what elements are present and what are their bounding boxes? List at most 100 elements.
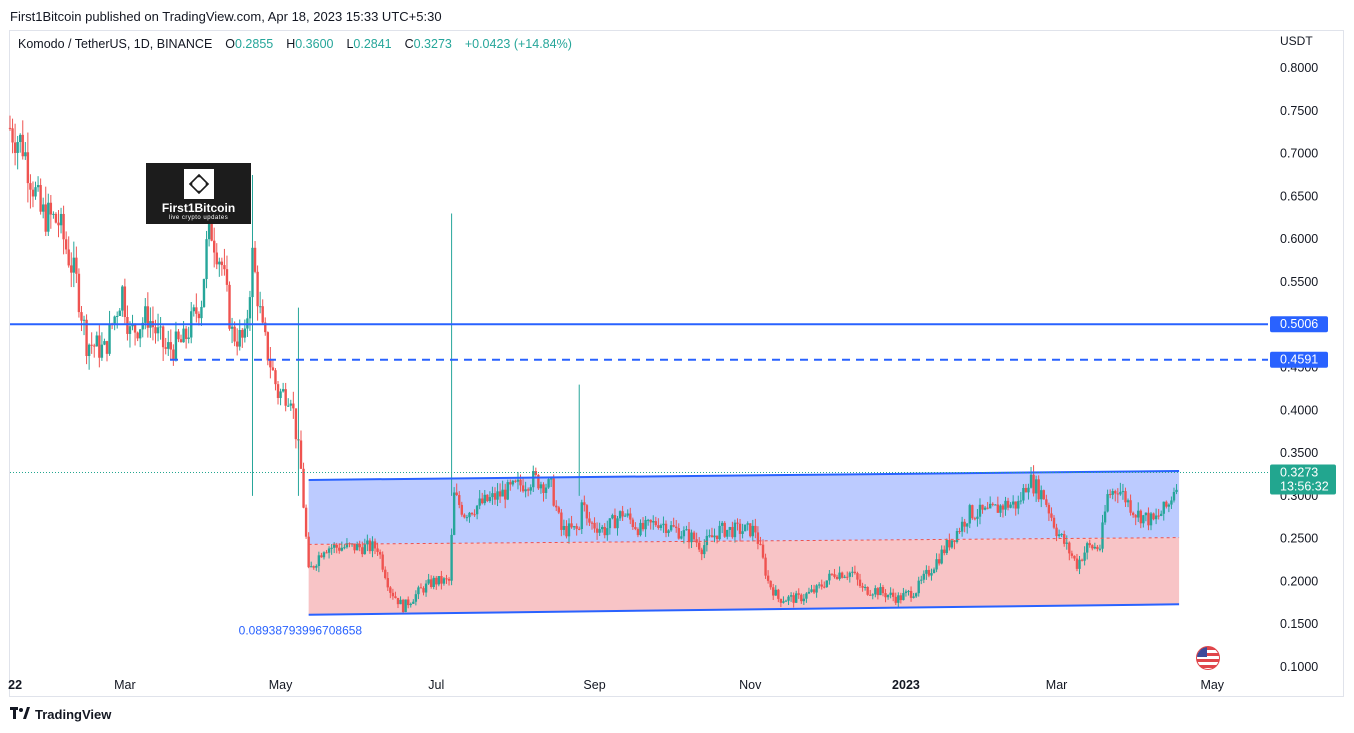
candle-body bbox=[493, 493, 497, 500]
candle-body bbox=[1068, 542, 1071, 554]
candle-body bbox=[317, 555, 321, 567]
candle-body bbox=[182, 328, 185, 343]
candle-body bbox=[846, 576, 849, 578]
candle-body bbox=[1119, 491, 1122, 495]
candle-body bbox=[16, 142, 19, 153]
candle-body bbox=[524, 489, 527, 492]
candle-body bbox=[1121, 491, 1125, 493]
candle-body bbox=[261, 306, 264, 323]
candle-body bbox=[253, 247, 257, 272]
candle-body bbox=[621, 511, 624, 517]
candle-body bbox=[386, 578, 389, 588]
y-tick-label: 0.1000 bbox=[1280, 660, 1318, 674]
candle-body bbox=[751, 525, 754, 537]
candle-body bbox=[340, 547, 344, 551]
candle-body bbox=[1047, 504, 1051, 514]
symbol-title[interactable]: Komodo / TetherUS, 1D, BINANCE bbox=[18, 37, 213, 51]
candle-body bbox=[894, 596, 897, 603]
candle-body bbox=[488, 497, 492, 502]
candle-body bbox=[902, 593, 905, 601]
candle-body bbox=[634, 527, 637, 530]
candle-body bbox=[1098, 548, 1102, 550]
chart-frame bbox=[9, 30, 1344, 697]
candle-body bbox=[937, 559, 941, 564]
candle-body bbox=[792, 595, 795, 603]
candle-body bbox=[672, 525, 675, 527]
candle-body bbox=[1006, 500, 1010, 508]
candle-body bbox=[241, 329, 244, 338]
candle-body bbox=[49, 202, 53, 215]
candle-body bbox=[238, 329, 241, 347]
candle-body bbox=[539, 484, 543, 489]
candle-body bbox=[1167, 504, 1171, 507]
level-price-tag-label: 0.4591 bbox=[1280, 353, 1318, 367]
candle-body bbox=[13, 142, 17, 153]
candle-body bbox=[981, 504, 984, 510]
candle-body bbox=[414, 594, 418, 602]
candle-body bbox=[835, 576, 839, 579]
candle-body bbox=[838, 572, 841, 579]
candle-body bbox=[271, 367, 275, 371]
candle-body bbox=[108, 323, 111, 354]
candle-body bbox=[422, 588, 425, 593]
open-label: O bbox=[225, 37, 235, 51]
candle-body bbox=[498, 491, 502, 497]
candle-body bbox=[159, 326, 162, 328]
candle-body bbox=[287, 405, 290, 407]
candle-body bbox=[1034, 479, 1038, 494]
candle-body bbox=[713, 535, 716, 538]
candle-body bbox=[371, 541, 374, 552]
candle-body bbox=[1093, 546, 1097, 549]
candle-body bbox=[858, 579, 862, 587]
candle-body bbox=[1131, 512, 1135, 516]
candle-body bbox=[549, 478, 553, 480]
x-tick-label: Sep bbox=[583, 678, 605, 692]
candle-body bbox=[996, 504, 1000, 513]
candle-body bbox=[215, 252, 218, 265]
candle-body bbox=[172, 349, 175, 360]
candle-body bbox=[769, 580, 772, 588]
candle-body bbox=[59, 213, 63, 226]
candle-body bbox=[292, 403, 295, 409]
candle-body bbox=[723, 522, 726, 537]
level-price-tag bbox=[1270, 316, 1328, 333]
candle-body bbox=[248, 297, 252, 319]
channel-lower-zone bbox=[308, 537, 1180, 615]
x-tick-label: Jul bbox=[428, 678, 444, 692]
candle-body bbox=[330, 547, 333, 549]
candle-body bbox=[904, 591, 908, 594]
candle-body bbox=[213, 240, 216, 253]
candle-body bbox=[93, 345, 96, 347]
candle-body bbox=[146, 306, 150, 328]
candle-body bbox=[863, 586, 867, 588]
candle-body bbox=[1172, 491, 1176, 501]
candle-body bbox=[886, 594, 890, 598]
candle-body bbox=[384, 569, 387, 579]
candle-body bbox=[743, 524, 747, 532]
candle-body bbox=[1152, 513, 1155, 520]
candle-body bbox=[876, 588, 880, 596]
candle-body bbox=[64, 239, 68, 250]
candle-body bbox=[516, 479, 520, 482]
candle-body bbox=[353, 543, 356, 551]
candle-body bbox=[164, 347, 167, 349]
candle-body bbox=[304, 507, 308, 537]
candle-body bbox=[537, 474, 540, 489]
candle-body bbox=[1175, 489, 1178, 492]
diamond-logo-icon bbox=[183, 169, 214, 199]
candle-body bbox=[1114, 491, 1117, 494]
candle-body bbox=[233, 326, 236, 342]
candle-body bbox=[67, 249, 70, 266]
candle-body bbox=[570, 523, 573, 528]
candle-body bbox=[631, 519, 635, 528]
candle-body bbox=[1052, 517, 1056, 528]
us-flag-icon[interactable] bbox=[1196, 646, 1220, 670]
candle-body bbox=[580, 502, 583, 530]
candle-body bbox=[348, 543, 351, 545]
candle-body bbox=[218, 261, 221, 265]
candle-body bbox=[789, 595, 793, 597]
tradingview-brand[interactable]: TradingView bbox=[10, 707, 111, 722]
candle-body bbox=[511, 480, 515, 485]
candle-body bbox=[468, 512, 471, 518]
